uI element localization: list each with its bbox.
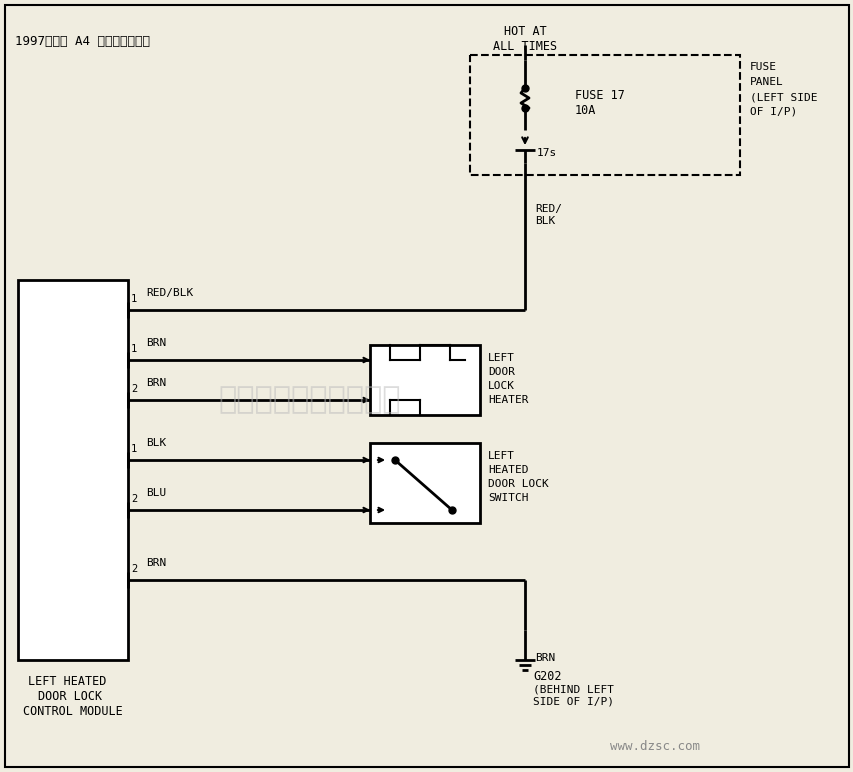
Text: LEFT
HEATED
DOOR LOCK
SWITCH: LEFT HEATED DOOR LOCK SWITCH — [487, 451, 548, 503]
Text: OF I/P): OF I/P) — [749, 107, 797, 117]
Text: 1: 1 — [131, 344, 137, 354]
Text: BRN: BRN — [146, 558, 166, 568]
Text: (LEFT SIDE: (LEFT SIDE — [749, 92, 816, 102]
Bar — [369, 345, 479, 415]
Text: RED/
BLK: RED/ BLK — [534, 205, 561, 225]
Text: 2: 2 — [131, 494, 137, 504]
Text: LEFT HEATED: LEFT HEATED — [28, 675, 107, 688]
Text: CONTROL MODULE: CONTROL MODULE — [23, 705, 123, 718]
Text: BLK: BLK — [146, 438, 166, 448]
Text: BRN: BRN — [146, 338, 166, 348]
Text: LEFT
DOOR
LOCK
HEATER: LEFT DOOR LOCK HEATER — [487, 353, 528, 405]
Text: RED/BLK: RED/BLK — [146, 288, 193, 298]
Text: 1997年奥迪 A4 加热门锁电路图: 1997年奥迪 A4 加热门锁电路图 — [15, 35, 150, 48]
Text: SIDE OF I/P): SIDE OF I/P) — [532, 696, 613, 706]
Text: 17s: 17s — [537, 148, 557, 158]
Text: FUSE 17
10A: FUSE 17 10A — [574, 89, 624, 117]
Text: 2: 2 — [131, 384, 137, 394]
Text: BRN: BRN — [534, 653, 554, 663]
Text: PANEL: PANEL — [749, 77, 783, 87]
Bar — [369, 443, 479, 523]
Text: G202: G202 — [532, 670, 560, 683]
Text: (BEHIND LEFT: (BEHIND LEFT — [532, 684, 613, 694]
Text: DOOR LOCK: DOOR LOCK — [38, 690, 102, 703]
Bar — [18, 280, 128, 660]
Text: FUSE: FUSE — [749, 62, 776, 72]
Text: BRN: BRN — [146, 378, 166, 388]
Text: 2: 2 — [131, 564, 137, 574]
Bar — [469, 55, 740, 175]
Text: 1: 1 — [131, 444, 137, 454]
Text: www.dzsc.com: www.dzsc.com — [609, 740, 699, 753]
Text: 杭州将睿科技有限公司: 杭州将睿科技有限公司 — [218, 385, 401, 415]
Text: 1: 1 — [131, 294, 137, 304]
Text: BLU: BLU — [146, 488, 166, 498]
Text: HOT AT
ALL TIMES: HOT AT ALL TIMES — [492, 25, 556, 53]
